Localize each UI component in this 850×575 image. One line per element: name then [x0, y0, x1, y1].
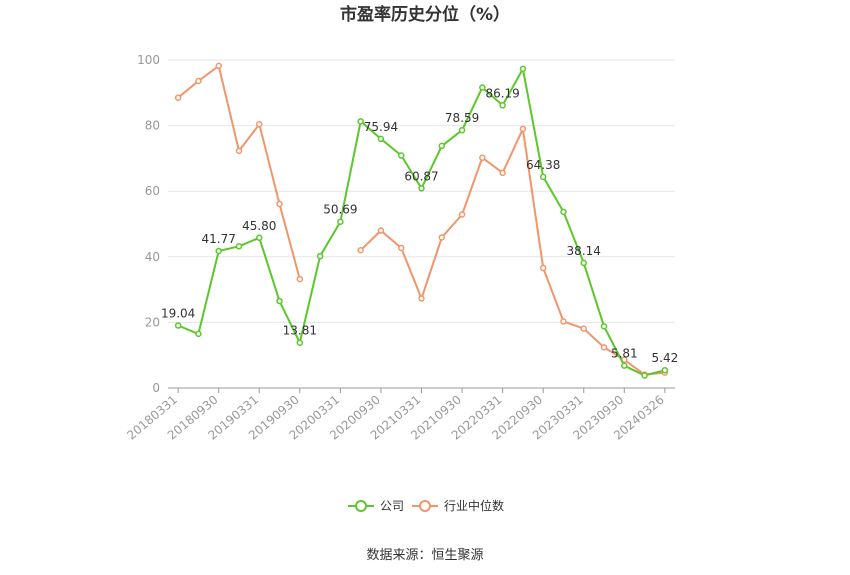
company-point: [215, 247, 222, 255]
industry-median-point: [276, 200, 283, 208]
industry-median-point: [296, 275, 304, 283]
company-point: [195, 330, 202, 338]
industry-median-point: [560, 318, 567, 325]
legend-marker: [355, 500, 367, 512]
company-point: [580, 259, 587, 267]
industry-median-point: [438, 234, 446, 241]
y-axis: 0 20 40 60 80 100: [137, 53, 160, 395]
legend[interactable]: 公司 行业中位数: [348, 498, 504, 513]
legend-label: 公司: [380, 499, 404, 513]
industry-median-point: [580, 325, 587, 332]
company-point: [316, 252, 324, 260]
legend-item[interactable]: 行业中位数: [412, 498, 504, 513]
company-point: [235, 243, 243, 250]
company-point: [641, 372, 648, 379]
company-point: [661, 366, 669, 374]
company-point: [418, 185, 425, 192]
company-point: [458, 126, 466, 134]
data-label: 13.81: [283, 324, 317, 338]
legend-marker: [419, 500, 431, 512]
industry-median-point: [418, 295, 425, 302]
y-tick-label: 20: [145, 315, 160, 329]
company-point: [621, 362, 628, 369]
industry-median-point: [458, 211, 466, 218]
company-point: [174, 322, 182, 329]
company-point: [499, 102, 506, 109]
industry-median-point: [256, 121, 263, 128]
y-tick-label: 100: [137, 53, 160, 67]
data-label: 86.19: [485, 86, 519, 100]
data-label: 19.04: [161, 307, 195, 321]
data-label: 60.87: [404, 169, 438, 183]
industry-median-point: [397, 244, 405, 252]
industry-median-line: [360, 127, 665, 376]
data-label: 38.14: [567, 244, 601, 258]
industry-median-point: [600, 344, 608, 351]
industry-median-point: [519, 125, 527, 133]
industry-median-point: [195, 77, 202, 85]
series-layer: [174, 62, 669, 379]
legend-item[interactable]: 公司: [348, 499, 404, 513]
y-tick-label: 40: [145, 250, 160, 264]
y-tick-label: 80: [145, 119, 160, 133]
industry-median-point: [539, 264, 547, 272]
company-point: [539, 173, 547, 181]
company-point: [397, 152, 405, 159]
industry-median-point: [235, 147, 243, 155]
company-point: [377, 135, 385, 143]
legend-label: 行业中位数: [444, 498, 504, 513]
company-point: [296, 339, 304, 346]
company-point: [337, 218, 344, 225]
chart-title: 市盈率历史分位（%）: [340, 4, 510, 25]
company-point: [479, 84, 486, 91]
y-tick-label: 0: [152, 381, 160, 395]
data-label: 64.38: [526, 158, 560, 172]
industry-median-point: [215, 62, 222, 70]
industry-median-point: [174, 94, 182, 101]
company-point: [519, 65, 527, 73]
x-axis: 2018033120180930201903312019093020200331…: [124, 387, 675, 443]
data-label: 5.81: [611, 347, 638, 361]
company-point: [438, 142, 446, 150]
industry-median-point: [357, 246, 364, 254]
company-point: [600, 323, 608, 330]
y-tick-label: 60: [145, 184, 160, 198]
industry-median-point: [377, 227, 385, 234]
company-point: [560, 208, 567, 216]
data-labels: 19.04 41.77 45.80 13.81 50.69 75.94 60.87 78.59…: [161, 86, 678, 365]
company-point: [276, 297, 283, 305]
industry-median-point: [499, 169, 506, 177]
source-note: 数据来源：恒生聚源: [366, 548, 483, 563]
data-label: 45.80: [242, 219, 276, 233]
company-point: [357, 118, 364, 125]
data-label: 5.42: [652, 351, 679, 365]
data-label: 50.69: [323, 203, 357, 217]
industry-median-point: [479, 154, 486, 161]
data-label: 41.77: [202, 232, 236, 246]
data-label: 75.94: [364, 120, 398, 134]
company-point: [256, 234, 263, 242]
data-label: 78.59: [445, 111, 479, 125]
